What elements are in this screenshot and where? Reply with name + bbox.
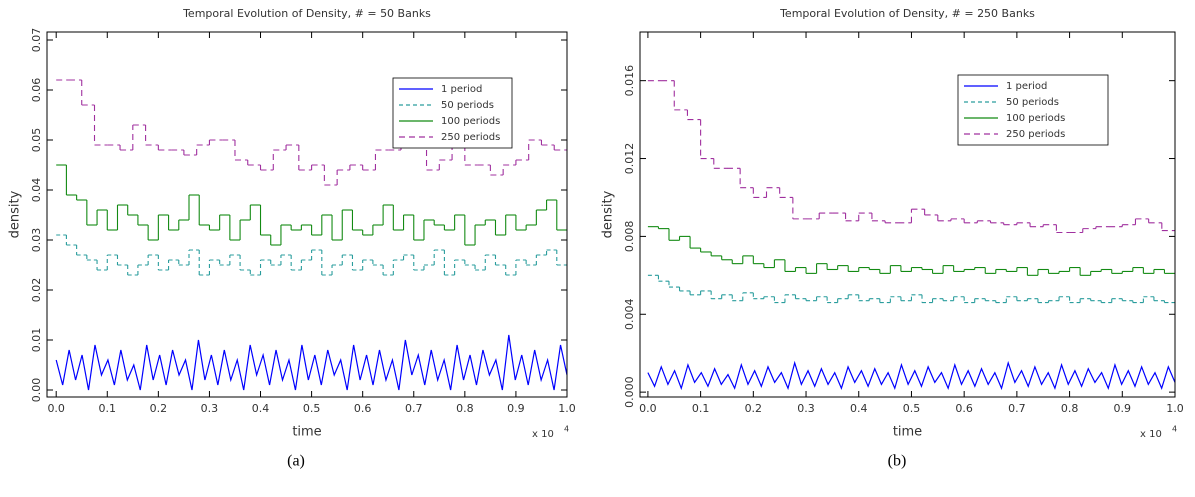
legend: 1 period 50 periods 100 periods 250 periods (392, 77, 513, 149)
plot-frame (639, 31, 1176, 398)
x-tick-label: 0.8 (456, 402, 474, 415)
x-multiplier-exp: 4 (1172, 425, 1177, 434)
x-axis-label: time (292, 425, 321, 440)
legend-label: 1 period (1006, 81, 1047, 92)
legend-label: 100 periods (1006, 113, 1065, 124)
x-tick-label: 0.1 (692, 402, 710, 415)
x-multiplier: x 10 (532, 429, 554, 440)
x-tick-label: 0.5 (303, 402, 321, 415)
x-tick-label: 0.4 (252, 402, 270, 415)
x-multiplier-exp: 4 (564, 425, 569, 434)
x-tick-label: 0.1 (99, 402, 117, 415)
x-tick-label: 0.2 (745, 402, 763, 415)
plot-area (55, 79, 567, 391)
y-tick-label: 0.06 (30, 78, 43, 103)
legend-label: 50 periods (441, 100, 494, 111)
y-tick-label: 0.008 (623, 221, 636, 253)
x-tick-label: 0.8 (1061, 402, 1079, 415)
y-tick-label: 0.004 (623, 299, 636, 331)
caption: (a) (287, 453, 305, 470)
subplot: Temporal Evolution of Density, # = 250 B… (601, 7, 1184, 470)
y-axis-label: density (601, 190, 616, 238)
x-tick-label: 1.0 (1166, 402, 1184, 415)
x-axis-label: time (893, 425, 922, 440)
plot-frame (46, 31, 568, 398)
x-tick-label: 0.4 (850, 402, 868, 415)
series-line (55, 334, 567, 391)
y-tick-label: 0.016 (623, 65, 636, 97)
subplot: Temporal Evolution of Density, # = 50 Ba… (8, 7, 576, 470)
x-tick-label: 0.2 (150, 402, 168, 415)
y-axis-label: density (8, 190, 23, 238)
y-tick-label: 0.04 (30, 178, 43, 203)
legend-frame (957, 74, 1109, 146)
y-tick-label: 0.012 (623, 143, 636, 175)
x-tick-label: 0.0 (47, 402, 65, 415)
caption: (b) (888, 453, 907, 470)
x-tick-label: 0.5 (903, 402, 921, 415)
plot-area (647, 80, 1175, 391)
x-tick-label: 0.6 (354, 402, 372, 415)
series-line (647, 360, 1175, 391)
legend-label: 250 periods (1006, 129, 1065, 140)
x-multiplier: x 10 (1140, 429, 1162, 440)
y-tick-label: 0.01 (30, 328, 43, 353)
chart-title: Temporal Evolution of Density, # = 250 B… (779, 7, 1035, 20)
x-tick-label: 0.6 (955, 402, 973, 415)
y-tick-label: 0.03 (30, 228, 43, 253)
x-tick-label: 0.9 (507, 402, 525, 415)
legend-label: 50 periods (1006, 97, 1059, 108)
y-tick-label: 0.05 (30, 128, 43, 153)
legend-label: 250 periods (441, 132, 500, 143)
chart-title: Temporal Evolution of Density, # = 50 Ba… (182, 7, 431, 20)
x-tick-label: 1.0 (558, 402, 576, 415)
legend-label: 100 periods (441, 116, 500, 127)
x-tick-label: 0.7 (405, 402, 423, 415)
y-tick-label: 0.07 (30, 28, 43, 53)
y-tick-label: 0.000 (623, 376, 636, 408)
x-tick-label: 0.3 (201, 402, 219, 415)
legend: 1 period 50 periods 100 periods 250 periods (957, 74, 1109, 146)
legend-label: 1 period (441, 84, 482, 95)
legend-frame (392, 77, 513, 149)
x-tick-label: 0.0 (639, 402, 657, 415)
y-tick-label: 0.02 (30, 278, 43, 303)
y-tick-label: 0.00 (30, 378, 43, 403)
x-tick-label: 0.3 (797, 402, 815, 415)
x-tick-label: 0.7 (1008, 402, 1026, 415)
x-tick-label: 0.9 (1114, 402, 1132, 415)
